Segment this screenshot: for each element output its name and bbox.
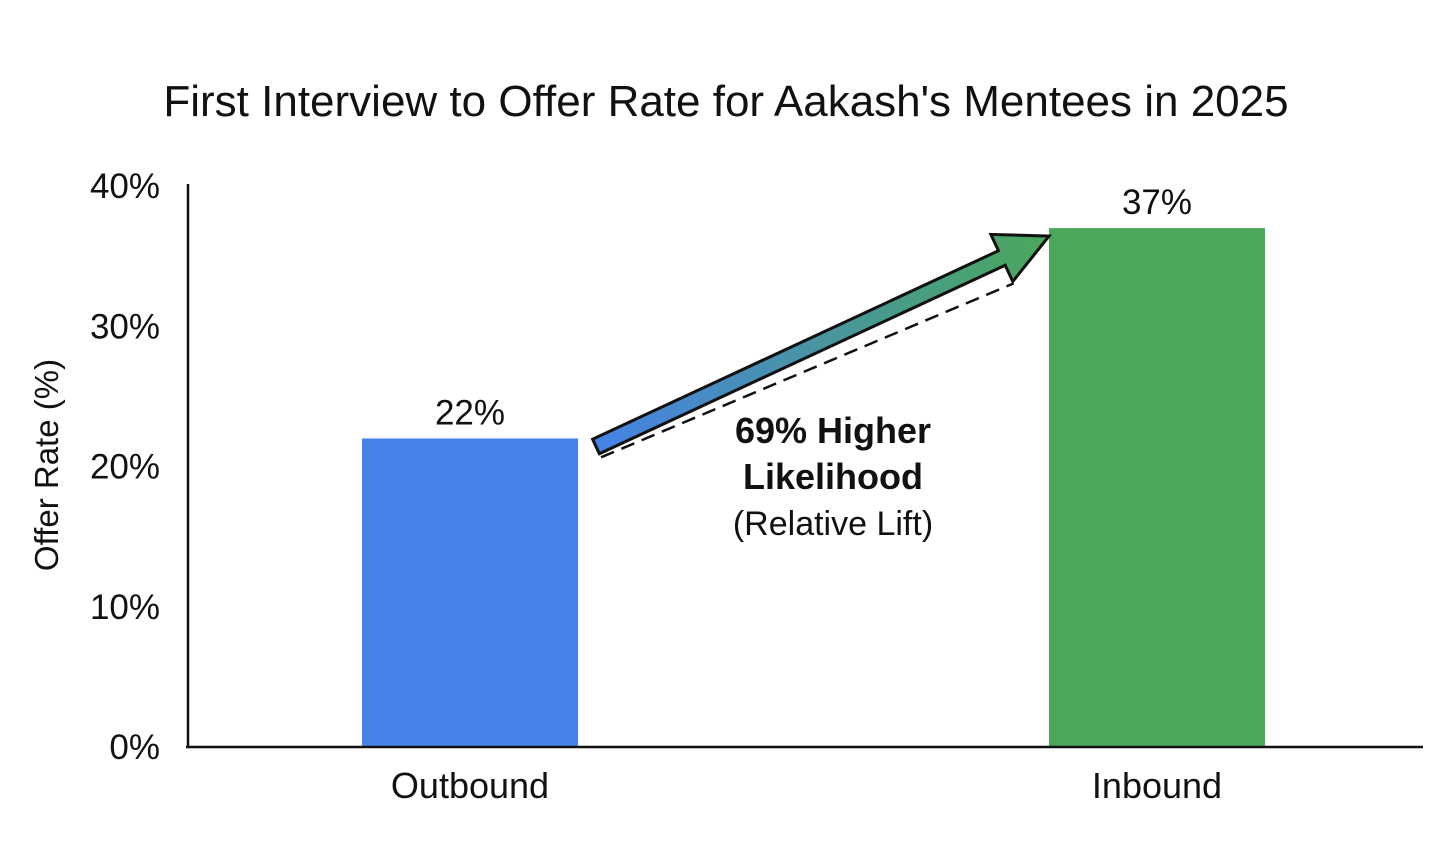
bars: 22% Outbound 37% Inbound — [362, 183, 1265, 806]
lift-arrow-shape — [590, 232, 1053, 456]
annotation-line-3: (Relative Lift) — [733, 505, 933, 543]
y-tick-label: 30% — [90, 307, 160, 346]
annotation-line-1: 69% Higher — [735, 410, 931, 451]
bar-inbound — [1049, 228, 1265, 747]
chart-title: First Interview to Offer Rate for Aakash… — [163, 77, 1288, 126]
x-tick-label-inbound: Inbound — [1092, 765, 1222, 806]
lift-arrow — [590, 232, 1053, 459]
bar-outbound — [362, 438, 578, 747]
data-label-inbound: 37% — [1122, 183, 1192, 222]
data-label-outbound: 22% — [435, 393, 505, 432]
y-tick-label: 20% — [90, 448, 160, 487]
lift-arrow-dashed-edge — [600, 282, 1015, 459]
y-axis-ticks: 0% 10% 20% 30% 40% — [90, 167, 160, 767]
y-axis-label: Offer Rate (%) — [28, 359, 65, 571]
x-tick-label-outbound: Outbound — [391, 765, 549, 806]
y-tick-label: 40% — [90, 167, 160, 206]
annotation-line-2: Likelihood — [743, 456, 923, 497]
y-tick-label: 10% — [90, 588, 160, 627]
y-tick-label: 0% — [109, 728, 160, 767]
